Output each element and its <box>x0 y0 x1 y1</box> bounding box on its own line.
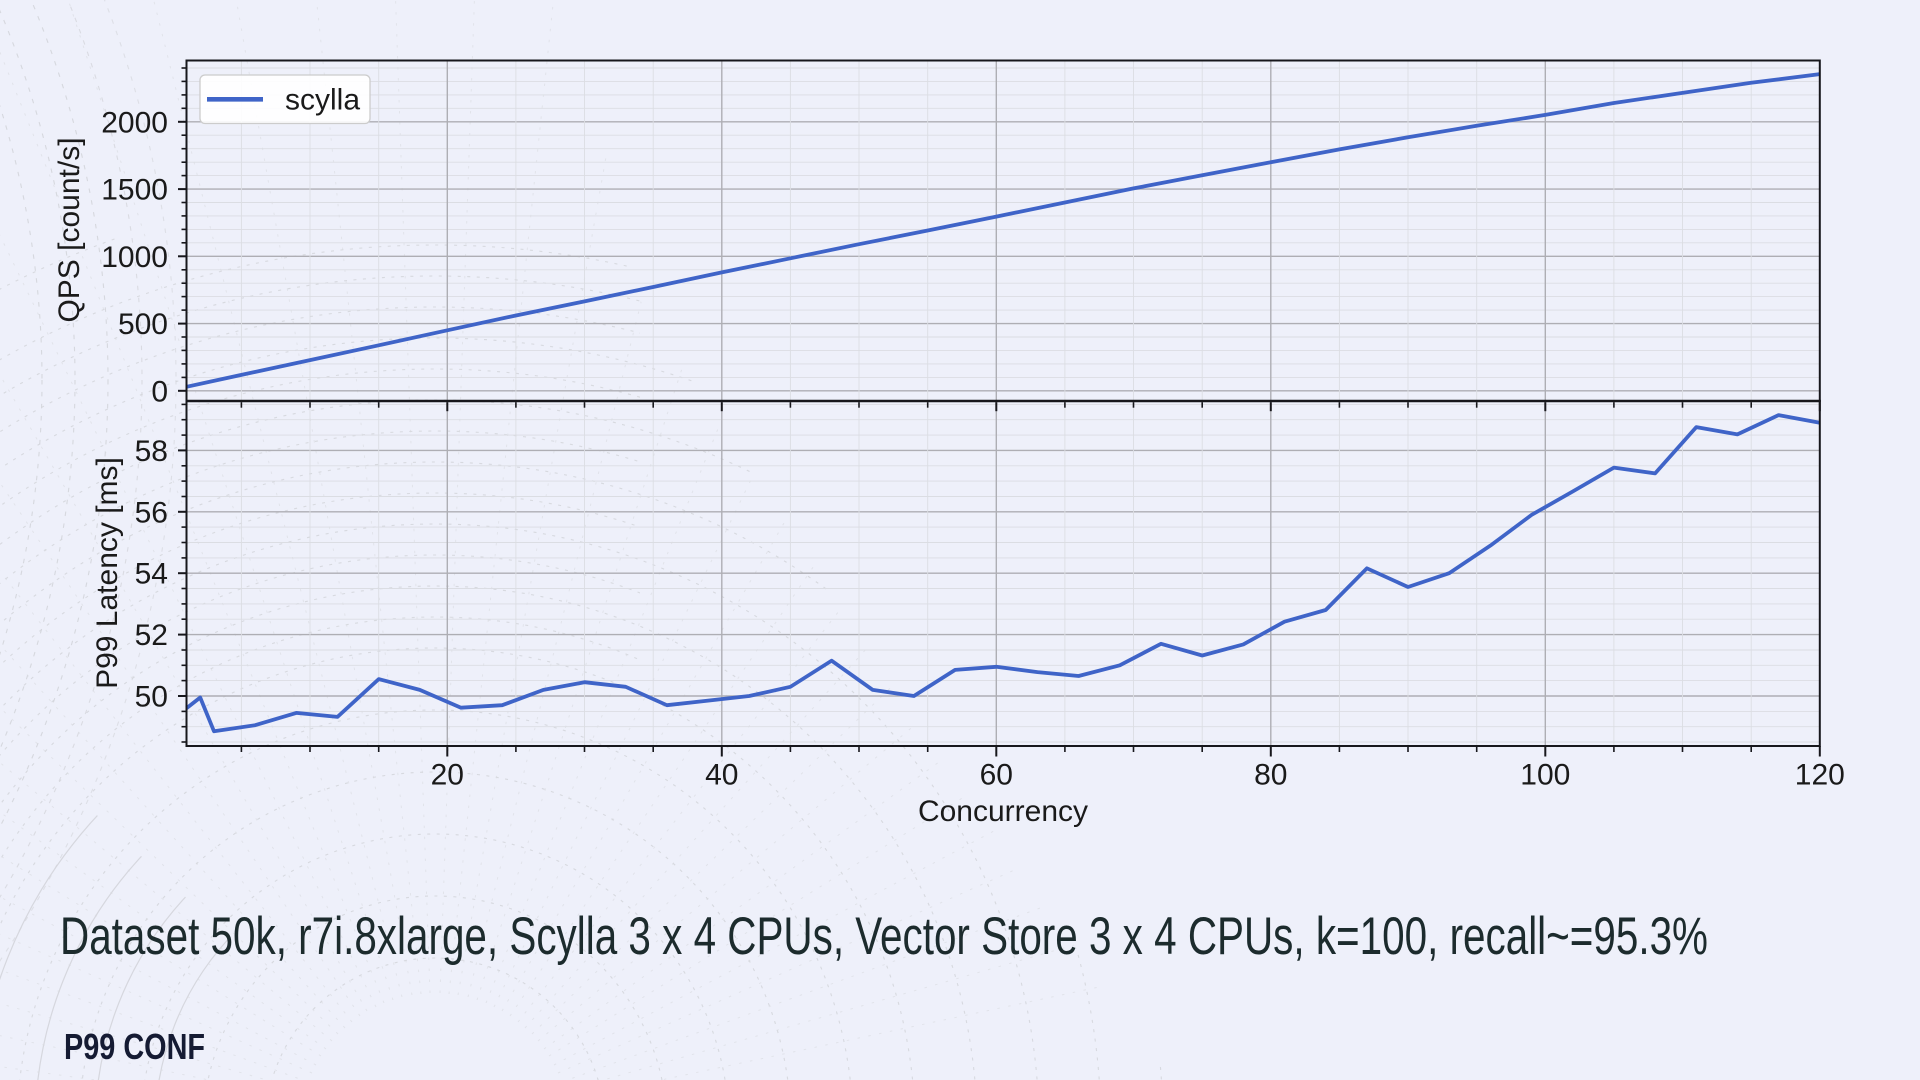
svg-text:40: 40 <box>705 759 738 792</box>
svg-text:120: 120 <box>1795 759 1845 792</box>
svg-text:P99 CONF: P99 CONF <box>64 1026 205 1067</box>
svg-text:80: 80 <box>1254 759 1287 792</box>
svg-text:QPS [count/s]: QPS [count/s] <box>53 137 86 322</box>
svg-text:P99 Latency [ms]: P99 Latency [ms] <box>91 457 124 689</box>
svg-text:2000: 2000 <box>101 106 168 139</box>
svg-text:54: 54 <box>135 558 168 591</box>
svg-text:56: 56 <box>135 496 168 529</box>
svg-text:50: 50 <box>135 681 168 714</box>
svg-text:1000: 1000 <box>101 241 168 274</box>
svg-text:0: 0 <box>151 375 168 408</box>
svg-text:scylla: scylla <box>285 84 360 117</box>
svg-text:20: 20 <box>431 759 464 792</box>
svg-text:52: 52 <box>135 619 168 652</box>
svg-text:Dataset 50k, r7i.8xlarge, Scyl: Dataset 50k, r7i.8xlarge, Scylla 3 x 4 C… <box>60 907 1708 966</box>
svg-text:500: 500 <box>118 308 168 341</box>
svg-text:1500: 1500 <box>101 174 168 207</box>
svg-text:Concurrency: Concurrency <box>918 795 1088 828</box>
svg-text:100: 100 <box>1520 759 1570 792</box>
svg-text:60: 60 <box>980 759 1013 792</box>
svg-text:58: 58 <box>135 435 168 468</box>
